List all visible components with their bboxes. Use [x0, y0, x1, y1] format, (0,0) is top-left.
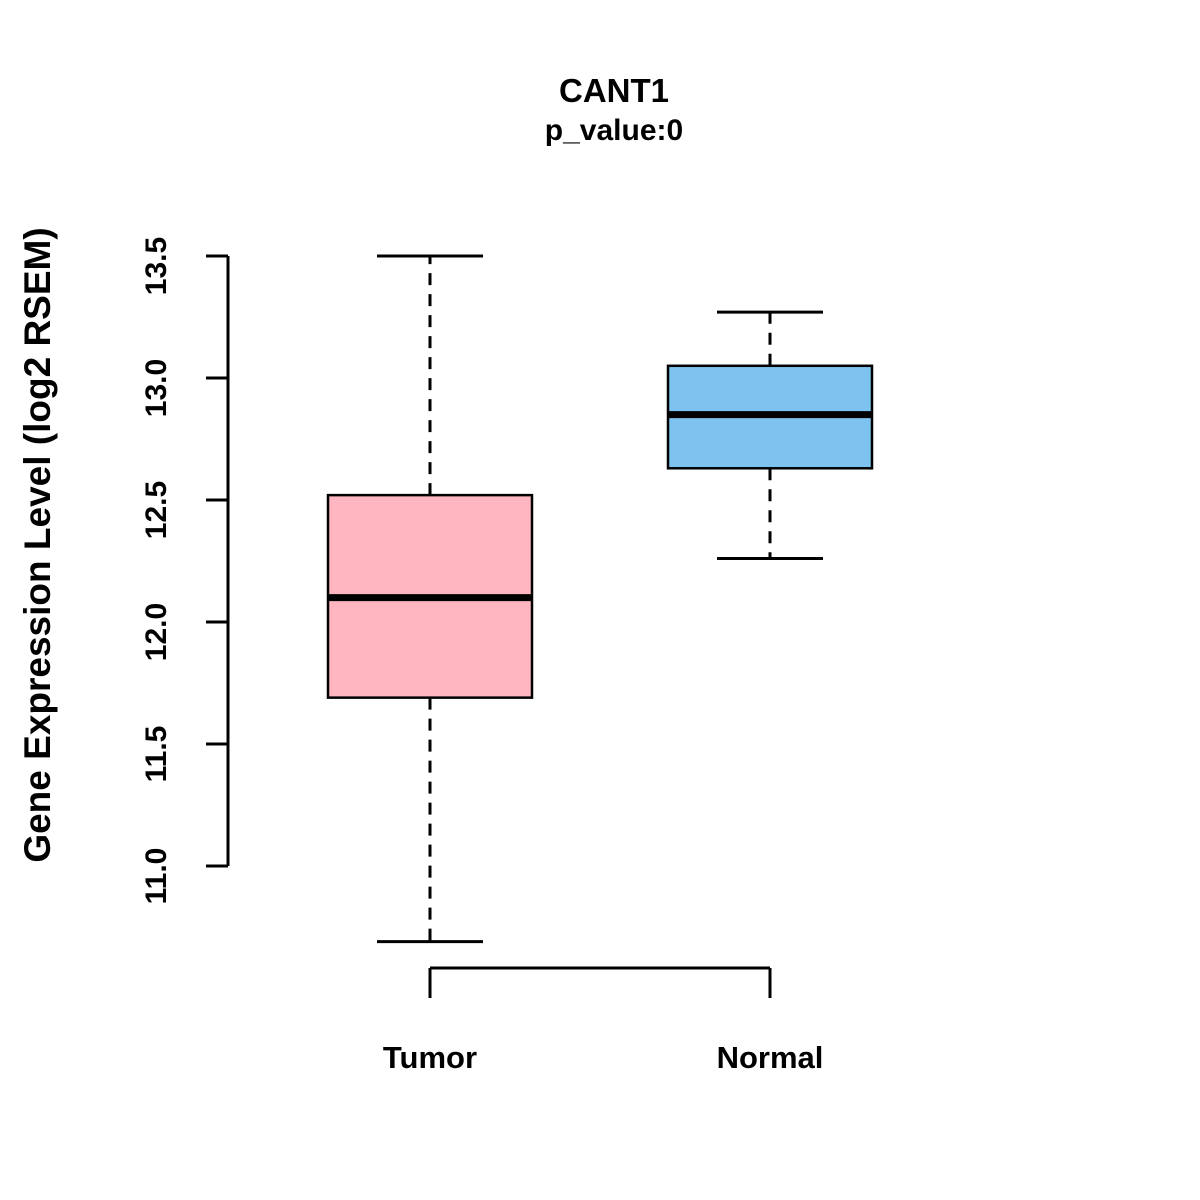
y-axis: 11.0 11.5 12.0 12.5 13.0 13.5: [140, 237, 230, 905]
boxplot-tumor: [326, 254, 534, 944]
y-tick-label: 13.0: [140, 359, 173, 417]
y-tick-label: 11.5: [140, 726, 173, 783]
boxplot-normal: [666, 310, 874, 561]
x-axis-labels: Tumor Normal: [383, 1040, 823, 1075]
boxplot-series: [326, 254, 874, 944]
x-category-label-tumor: Tumor: [383, 1040, 477, 1075]
x-axis: [428, 966, 772, 998]
y-tick-label: 11.0: [140, 848, 173, 905]
x-category-label-normal: Normal: [717, 1040, 824, 1075]
chart-header: CANT1 p_value:0: [228, 70, 1000, 152]
y-tick-label: 12.0: [140, 603, 173, 661]
y-tick-label: 12.5: [140, 481, 173, 539]
chart-subtitle: p_value:0: [544, 114, 684, 148]
chart-title: CANT1: [558, 72, 669, 109]
y-tick-label: 13.5: [140, 237, 173, 295]
